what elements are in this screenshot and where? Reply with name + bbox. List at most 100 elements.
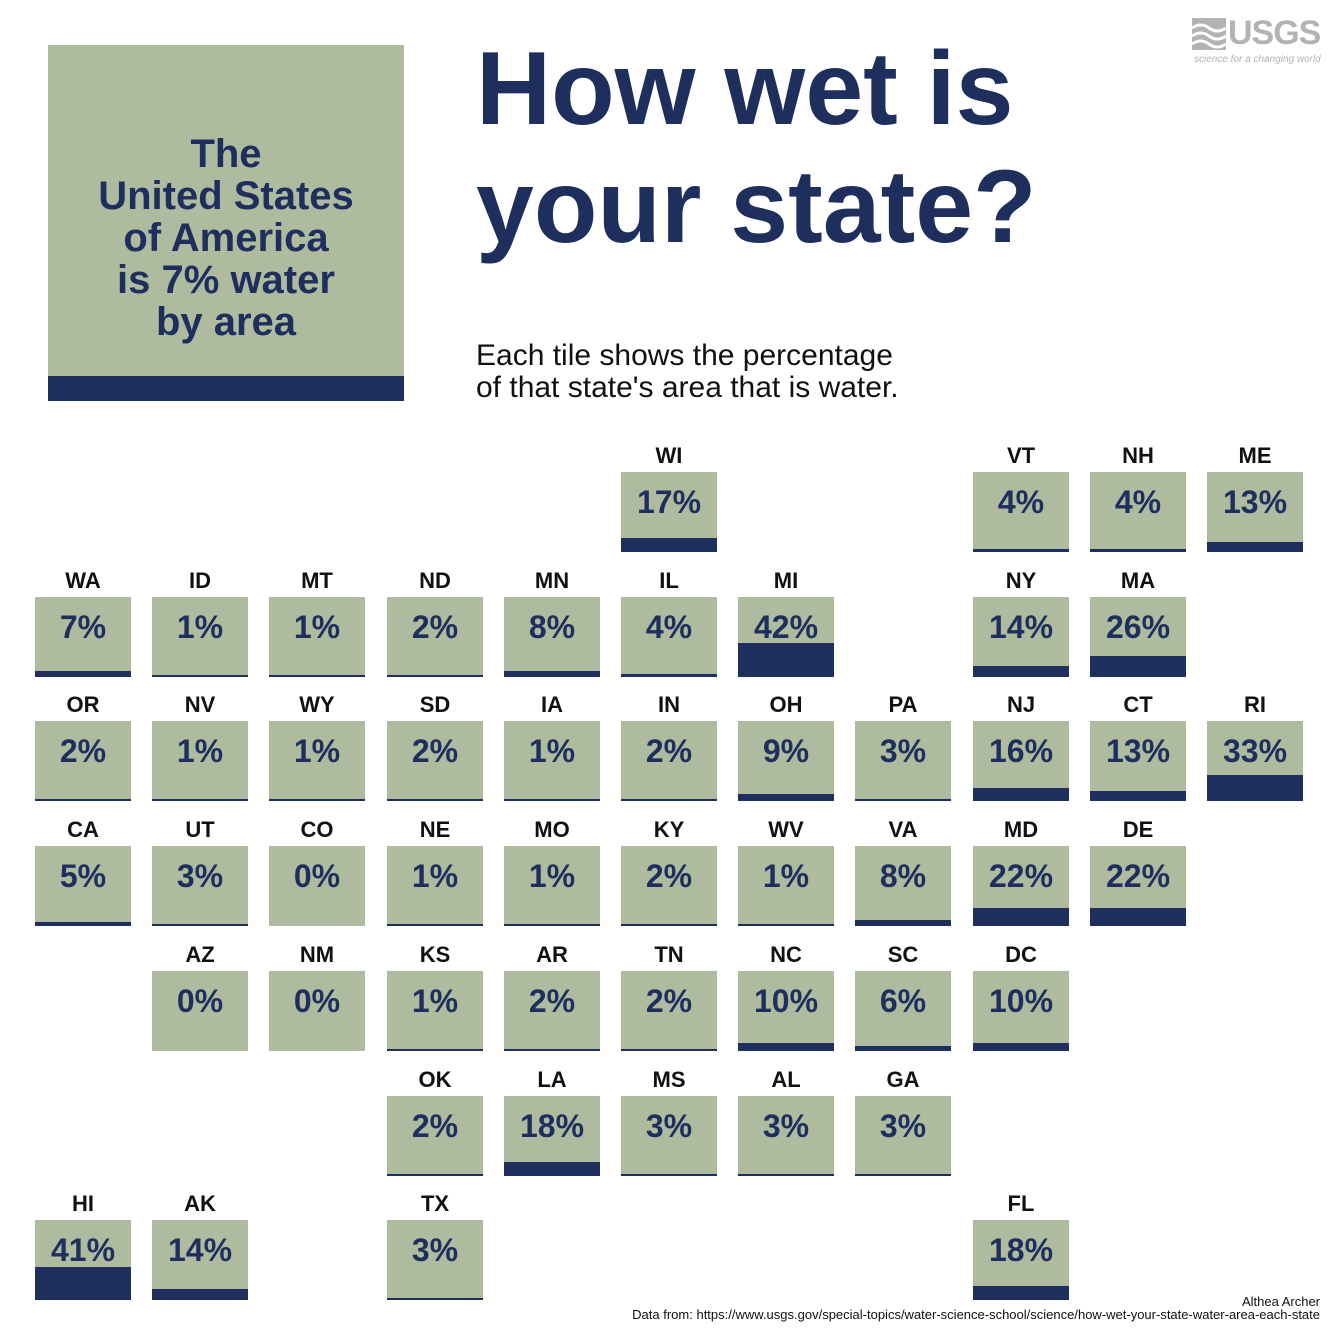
water-fill-bar [504, 1049, 600, 1051]
state-tile-de: 22% [1090, 846, 1186, 926]
water-percent-label: 0% [176, 983, 224, 1019]
water-fill-bar [738, 1043, 834, 1051]
state-tile-co: 0% [269, 846, 365, 926]
state-tile-vt: 4% [973, 472, 1069, 552]
water-fill-bar [269, 799, 365, 801]
state-tile-me: 13% [1207, 472, 1303, 552]
water-percent-label: 26% [1105, 609, 1171, 645]
water-percent-label: 3% [879, 1108, 927, 1144]
state-tile-al: 3% [738, 1096, 834, 1176]
state-tile-tn: 2% [621, 971, 717, 1051]
state-label-ne: NE [419, 817, 451, 842]
state-label-ut: UT [185, 817, 215, 842]
water-fill-bar [1207, 542, 1303, 552]
state-label-or: OR [66, 692, 100, 717]
water-percent-label: 3% [762, 1108, 810, 1144]
water-percent-label: 0% [293, 858, 341, 894]
state-tile-ma: 26% [1090, 597, 1186, 677]
water-percent-label: 2% [645, 983, 693, 1019]
water-fill-bar [738, 924, 834, 926]
state-label-de: DE [1122, 817, 1154, 842]
water-fill-bar [738, 794, 834, 801]
state-label-sd: SD [419, 692, 451, 717]
state-label-ak: AK [184, 1191, 216, 1216]
water-percent-label: 13% [1222, 484, 1288, 520]
water-percent-label: 4% [645, 609, 693, 645]
data-source-link[interactable]: Data from: https://www.usgs.gov/special-… [632, 1307, 1320, 1322]
water-percent-label: 8% [879, 858, 927, 894]
water-percent-label: 22% [988, 858, 1054, 894]
state-tile-nv: 1% [152, 721, 248, 801]
water-percent-label: 3% [411, 1232, 459, 1268]
water-fill-bar [621, 538, 717, 552]
state-tile-ut: 3% [152, 846, 248, 926]
state-label-vt: VT [1006, 443, 1036, 468]
state-tile-ga: 3% [855, 1096, 951, 1176]
state-label-ga: GA [886, 1067, 920, 1092]
water-fill-bar [35, 671, 131, 677]
state-label-ma: MA [1120, 568, 1156, 593]
water-percent-label: 17% [636, 484, 702, 520]
state-label-in: IN [658, 692, 680, 717]
state-label-id: ID [189, 568, 211, 593]
usgs-tagline: science for a changing world [1194, 54, 1321, 65]
usgs-wave-icon [1192, 18, 1226, 50]
state-label-ky: KY [653, 817, 685, 842]
water-fill-bar [35, 1267, 131, 1300]
water-fill-bar [1207, 775, 1303, 801]
state-tile-ar: 2% [504, 971, 600, 1051]
state-tile-nm: 0% [269, 971, 365, 1051]
state-tile-ca: 5% [35, 846, 131, 926]
water-fill-bar [269, 675, 365, 677]
water-percent-label: 3% [879, 733, 927, 769]
state-tile-mi: 42% [738, 597, 834, 677]
water-fill-bar [621, 1174, 717, 1176]
water-fill-bar [738, 643, 834, 677]
state-label-mo: MO [534, 817, 570, 842]
state-label-nj: NJ [1006, 692, 1036, 717]
state-label-az: AZ [185, 942, 215, 967]
state-label-ca: CA [67, 817, 99, 842]
water-fill-bar [152, 924, 248, 926]
state-tile-il: 4% [621, 597, 717, 677]
water-percent-label: 1% [528, 733, 576, 769]
water-fill-bar [1090, 549, 1186, 552]
water-percent-label: 13% [1105, 733, 1171, 769]
state-tile-sc: 6% [855, 971, 951, 1051]
water-fill-bar [855, 920, 951, 926]
water-fill-bar [738, 1174, 834, 1176]
state-label-wa: WA [65, 568, 101, 593]
water-fill-bar [973, 1286, 1069, 1300]
state-tile-ri: 33% [1207, 721, 1303, 801]
state-tile-ne: 1% [387, 846, 483, 926]
water-percent-label: 5% [59, 858, 107, 894]
state-label-wi: WI [655, 443, 683, 468]
state-tile-id: 1% [152, 597, 248, 677]
state-tile-wa: 7% [35, 597, 131, 677]
state-label-il: IL [659, 568, 679, 593]
state-tile-in: 2% [621, 721, 717, 801]
water-percent-label: 10% [988, 983, 1054, 1019]
state-label-nm: NM [299, 942, 335, 967]
state-label-al: AL [771, 1067, 801, 1092]
water-percent-label: 41% [50, 1232, 116, 1268]
author-credit: Althea Archer [1241, 1294, 1320, 1309]
state-tile-wi: 17% [621, 472, 717, 552]
water-percent-label: 3% [176, 858, 224, 894]
water-fill-bar [973, 788, 1069, 801]
water-percent-label: 33% [1222, 733, 1288, 769]
water-percent-label: 3% [645, 1108, 693, 1144]
water-percent-label: 7% [59, 609, 107, 645]
water-fill-bar [855, 799, 951, 801]
water-fill-bar [387, 1174, 483, 1176]
state-tile-ia: 1% [504, 721, 600, 801]
water-percent-label: 0% [293, 983, 341, 1019]
state-tile-ms: 3% [621, 1096, 717, 1176]
state-tile-pa: 3% [855, 721, 951, 801]
state-label-pa: PA [888, 692, 918, 717]
state-label-la: LA [537, 1067, 567, 1092]
water-fill-bar [855, 1046, 951, 1051]
state-tile-hi: 41% [35, 1220, 131, 1300]
water-fill-bar [973, 908, 1069, 926]
national-summary-text: The United States of America is 7% water… [98, 132, 354, 344]
